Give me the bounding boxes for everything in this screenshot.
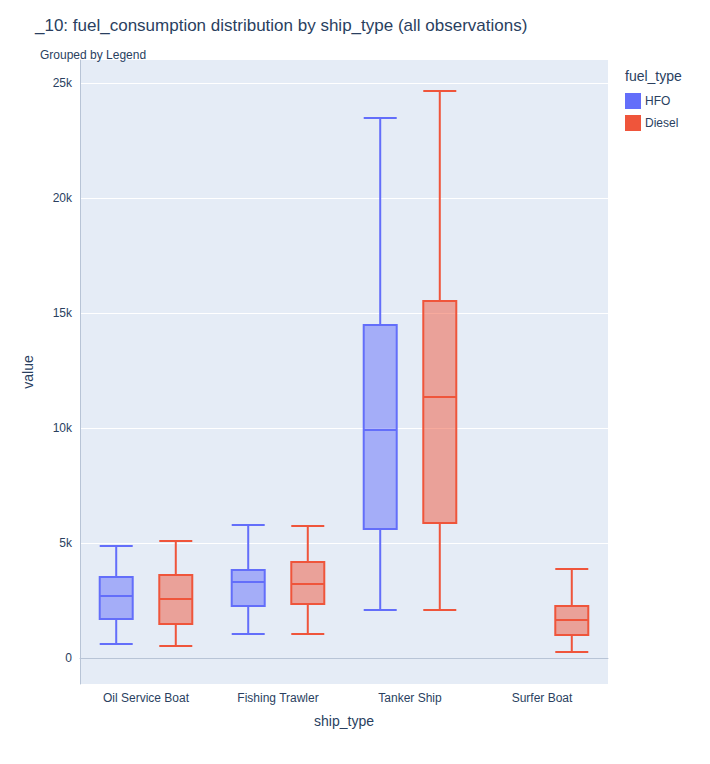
svg-text:HFO: HFO (645, 94, 670, 108)
svg-text:ship_type: ship_type (314, 713, 374, 729)
svg-text:_10: fuel_consumption distribu: _10: fuel_consumption distribution by sh… (34, 16, 527, 35)
svg-text:Diesel: Diesel (645, 116, 678, 130)
svg-text:5k: 5k (59, 536, 73, 550)
svg-text:Tanker Ship: Tanker Ship (378, 691, 442, 705)
svg-text:Surfer Boat: Surfer Boat (512, 691, 573, 705)
svg-text:Oil Service Boat: Oil Service Boat (103, 691, 190, 705)
svg-text:value: value (20, 355, 36, 389)
svg-text:0: 0 (65, 651, 72, 665)
svg-text:Grouped by Legend: Grouped by Legend (40, 48, 146, 62)
svg-text:Fishing Trawler: Fishing Trawler (237, 691, 318, 705)
svg-text:fuel_type: fuel_type (625, 68, 682, 84)
svg-text:15k: 15k (53, 306, 73, 320)
svg-text:10k: 10k (53, 421, 73, 435)
svg-text:25k: 25k (53, 76, 73, 90)
svg-text:20k: 20k (53, 191, 73, 205)
